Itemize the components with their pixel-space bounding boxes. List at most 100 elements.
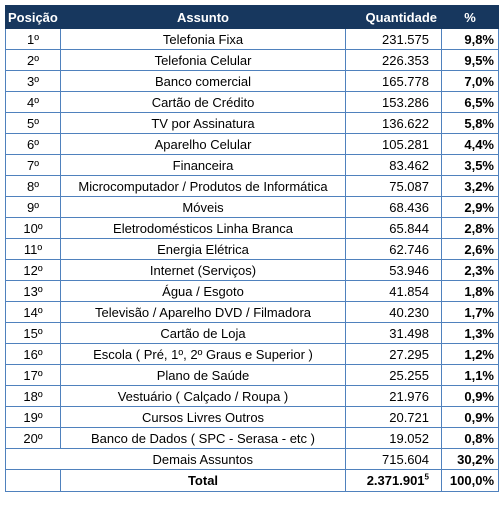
rank-cell: 3º bbox=[5, 70, 61, 92]
table-body: 1º Telefonia Fixa 231.575 9,8% 2º Telefonia C… bbox=[5, 28, 499, 492]
table-row: 16º Escola ( Pré, 1º, 2º Graus e Superior… bbox=[5, 343, 499, 365]
assunto-cell: Móveis bbox=[60, 196, 346, 218]
rank-cell: 1º bbox=[5, 28, 61, 50]
assunto-cell: Telefonia Fixa bbox=[60, 28, 346, 50]
quantidade-cell: 231.575 bbox=[345, 28, 442, 50]
quantidade-cell: 20.721 bbox=[345, 406, 442, 428]
table-row: 5º TV por Assinatura 136.622 5,8% bbox=[5, 112, 499, 134]
rank-cell: 8º bbox=[5, 175, 61, 197]
percent-cell: 3,5% bbox=[441, 154, 499, 176]
total-pct-cell: 100,0% bbox=[441, 469, 499, 492]
quantidade-cell: 27.295 bbox=[345, 343, 442, 365]
quantidade-cell: 153.286 bbox=[345, 91, 442, 113]
table-row: 6º Aparelho Celular 105.281 4,4% bbox=[5, 133, 499, 155]
assunto-cell: Financeira bbox=[60, 154, 346, 176]
table-row: 1º Telefonia Fixa 231.575 9,8% bbox=[5, 28, 499, 50]
assunto-cell: Cursos Livres Outros bbox=[60, 406, 346, 428]
rank-cell: 18º bbox=[5, 385, 61, 407]
percent-cell: 4,4% bbox=[441, 133, 499, 155]
percent-cell: 1,1% bbox=[441, 364, 499, 386]
rank-cell: 9º bbox=[5, 196, 61, 218]
rank-cell: 4º bbox=[5, 91, 61, 113]
rank-cell: 19º bbox=[5, 406, 61, 428]
quantidade-cell: 165.778 bbox=[345, 70, 442, 92]
header-percent: % bbox=[441, 5, 499, 29]
table-row: 9º Móveis 68.436 2,9% bbox=[5, 196, 499, 218]
table-row: 8º Microcomputador / Produtos de Informát… bbox=[5, 175, 499, 197]
demais-qtd-cell: 715.604 bbox=[345, 448, 442, 470]
percent-cell: 1,7% bbox=[441, 301, 499, 323]
percent-cell: 0,9% bbox=[441, 385, 499, 407]
quantidade-cell: 65.844 bbox=[345, 217, 442, 239]
percent-cell: 2,6% bbox=[441, 238, 499, 260]
quantidade-cell: 75.087 bbox=[345, 175, 442, 197]
quantidade-cell: 40.230 bbox=[345, 301, 442, 323]
table-row: 17º Plano de Saúde 25.255 1,1% bbox=[5, 364, 499, 386]
table-row: 2º Telefonia Celular 226.353 9,5% bbox=[5, 49, 499, 71]
demais-assuntos-row: Demais Assuntos 715.604 30,2% bbox=[5, 448, 499, 470]
total-label-cell: Total bbox=[60, 469, 346, 492]
rank-cell: 16º bbox=[5, 343, 61, 365]
table-row: 15º Cartão de Loja 31.498 1,3% bbox=[5, 322, 499, 344]
assunto-cell: Energia Elétrica bbox=[60, 238, 346, 260]
table-row: 14º Televisão / Aparelho DVD / Filmadora 4… bbox=[5, 301, 499, 323]
percent-cell: 7,0% bbox=[441, 70, 499, 92]
table-row: 10º Eletrodomésticos Linha Branca 65.844 2,… bbox=[5, 217, 499, 239]
percent-cell: 2,3% bbox=[441, 259, 499, 281]
assunto-cell: Aparelho Celular bbox=[60, 133, 346, 155]
quantidade-cell: 136.622 bbox=[345, 112, 442, 134]
assunto-cell: Cartão de Loja bbox=[60, 322, 346, 344]
total-qtd-cell: 2.371.9015 bbox=[345, 469, 442, 492]
rank-cell: 5º bbox=[5, 112, 61, 134]
assunto-cell: Vestuário ( Calçado / Roupa ) bbox=[60, 385, 346, 407]
table-row: 20º Banco de Dados ( SPC - Serasa - etc )… bbox=[5, 427, 499, 449]
percent-cell: 6,5% bbox=[441, 91, 499, 113]
percent-cell: 0,8% bbox=[441, 427, 499, 449]
total-footnote-marker: 5 bbox=[424, 472, 429, 482]
table-row: 11º Energia Elétrica 62.746 2,6% bbox=[5, 238, 499, 260]
rank-cell: 11º bbox=[5, 238, 61, 260]
percent-cell: 1,2% bbox=[441, 343, 499, 365]
percent-cell: 3,2% bbox=[441, 175, 499, 197]
header-row: Posição Assunto Quantidade % bbox=[5, 5, 499, 29]
quantidade-cell: 53.946 bbox=[345, 259, 442, 281]
percent-cell: 1,8% bbox=[441, 280, 499, 302]
header-posicao: Posição bbox=[5, 5, 61, 29]
percent-cell: 9,8% bbox=[441, 28, 499, 50]
assunto-cell: Microcomputador / Produtos de Informátic… bbox=[60, 175, 346, 197]
quantidade-cell: 62.746 bbox=[345, 238, 442, 260]
table-header: Posição Assunto Quantidade % bbox=[5, 5, 499, 29]
demais-assunto-cell: Demais Assuntos bbox=[60, 448, 346, 470]
table-row: 3º Banco comercial 165.778 7,0% bbox=[5, 70, 499, 92]
percent-cell: 2,8% bbox=[441, 217, 499, 239]
quantidade-cell: 25.255 bbox=[345, 364, 442, 386]
percent-cell: 2,9% bbox=[441, 196, 499, 218]
rank-cell: 20º bbox=[5, 427, 61, 449]
assunto-cell: Eletrodomésticos Linha Branca bbox=[60, 217, 346, 239]
table-row: 4º Cartão de Crédito 153.286 6,5% bbox=[5, 91, 499, 113]
rank-cell: 6º bbox=[5, 133, 61, 155]
quantidade-cell: 83.462 bbox=[345, 154, 442, 176]
rank-cell: 10º bbox=[5, 217, 61, 239]
rank-cell: 13º bbox=[5, 280, 61, 302]
assunto-cell: Telefonia Celular bbox=[60, 49, 346, 71]
header-assunto: Assunto bbox=[60, 5, 346, 29]
table-row: 18º Vestuário ( Calçado / Roupa ) 21.976 0,… bbox=[5, 385, 499, 407]
quantidade-cell: 41.854 bbox=[345, 280, 442, 302]
total-row: Total 2.371.9015 100,0% bbox=[5, 469, 499, 492]
rank-cell: 17º bbox=[5, 364, 61, 386]
rank-cell: 14º bbox=[5, 301, 61, 323]
table-row: 7º Financeira 83.462 3,5% bbox=[5, 154, 499, 176]
assunto-cell: Banco de Dados ( SPC - Serasa - etc ) bbox=[60, 427, 346, 449]
complaints-ranking-table: Posição Assunto Quantidade % 1º Telefonia… bbox=[5, 5, 499, 492]
assunto-cell: Televisão / Aparelho DVD / Filmadora bbox=[60, 301, 346, 323]
assunto-cell: Internet (Serviços) bbox=[60, 259, 346, 281]
assunto-cell: Cartão de Crédito bbox=[60, 91, 346, 113]
rank-cell: 12º bbox=[5, 259, 61, 281]
total-qtd-value: 2.371.901 bbox=[366, 473, 425, 488]
percent-cell: 5,8% bbox=[441, 112, 499, 134]
demais-pct-cell: 30,2% bbox=[441, 448, 499, 470]
assunto-cell: Escola ( Pré, 1º, 2º Graus e Superior ) bbox=[60, 343, 346, 365]
assunto-cell: Água / Esgoto bbox=[60, 280, 346, 302]
quantidade-cell: 226.353 bbox=[345, 49, 442, 71]
